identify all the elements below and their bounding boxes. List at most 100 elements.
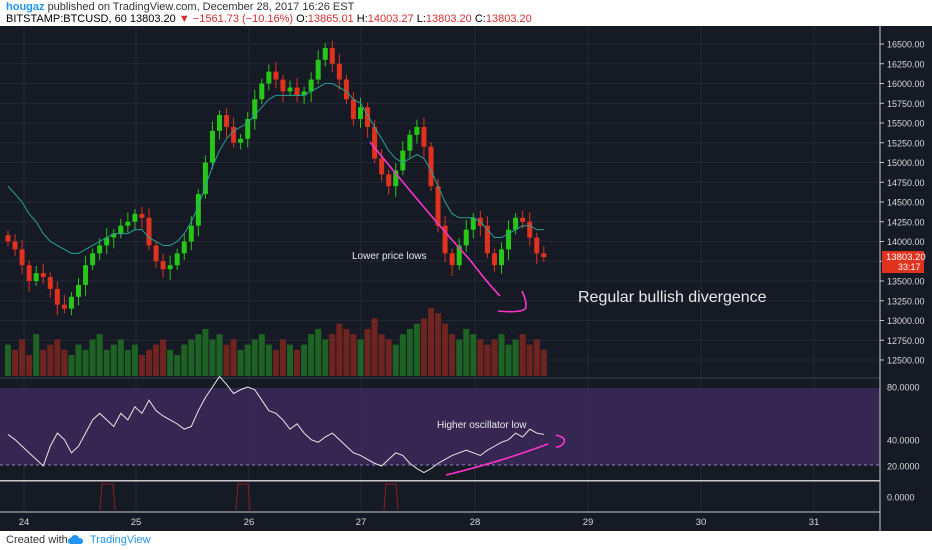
candle-body-6: [47, 277, 53, 289]
volume-bar-71: [505, 344, 512, 376]
annotation-lower-price-lows: Lower price lows: [352, 251, 426, 262]
volume-bar-44: [315, 328, 322, 376]
candle-body-7: [54, 288, 60, 305]
volume-bar-15: [110, 344, 117, 376]
volume-bar-34: [244, 344, 251, 376]
volume-bar-4: [33, 334, 40, 376]
time-axis[interactable]: 24 25 26 27 28 29 30 31: [19, 517, 820, 528]
candle-body-5: [40, 273, 46, 278]
candle-body-32: [231, 126, 237, 143]
volume-bar-56: [399, 334, 406, 376]
candle-body-24: [174, 253, 180, 266]
volume-bar-36: [258, 334, 265, 376]
volume-bar-10: [75, 344, 82, 376]
candle-body-2: [19, 249, 25, 266]
chart-area[interactable]: 16500.00 16250.00 16000.00 15750.00 15500.00…: [0, 26, 932, 531]
candle-body-56: [400, 150, 406, 171]
volume-bar-53: [378, 334, 385, 376]
time-tick-label-7: 31: [809, 517, 820, 528]
volume-bar-54: [385, 339, 392, 376]
volume-bar-43: [308, 334, 315, 376]
time-tick-label-2: 26: [244, 517, 255, 528]
candle-body-59: [421, 126, 427, 147]
candle-body-46: [329, 47, 335, 64]
price-tick-label-2: 16000.00: [887, 79, 925, 89]
price-tick-label-4: 15500.00: [887, 119, 925, 129]
volume-bar-27: [195, 334, 202, 376]
volume-bar-16: [117, 339, 124, 376]
volume-bar-25: [181, 344, 188, 376]
volume-bar-19: [138, 355, 145, 376]
price-change: −1561.73 (−10.16%): [192, 13, 294, 25]
candle-body-39: [280, 79, 286, 92]
candle-body-31: [224, 115, 230, 127]
candle-body-30: [217, 115, 222, 131]
volume-bar-41: [294, 349, 301, 376]
symbol-label[interactable]: BITSTAMP:BTCUSD, 60: [6, 13, 127, 25]
volume-bar-46: [329, 334, 336, 376]
volume-bar-22: [160, 339, 167, 376]
open-value: 13865.01: [307, 13, 354, 25]
chart-svg[interactable]: 16500.00 16250.00 16000.00 15750.00 15500.00…: [0, 26, 932, 531]
high-value: 14003.27: [367, 13, 414, 25]
volume-bar-51: [364, 328, 371, 376]
volume-bar-17: [124, 349, 131, 376]
volume-bar-29: [209, 339, 216, 376]
candle-body-37: [266, 71, 272, 84]
time-tick-label-5: 29: [583, 517, 594, 528]
volume-bar-31: [223, 344, 230, 376]
author-name[interactable]: hougaz: [6, 1, 45, 13]
volume-bar-72: [512, 339, 519, 376]
volume-bar-26: [188, 339, 195, 376]
candle-body-66: [470, 217, 476, 230]
candle-body-58: [414, 126, 420, 135]
price-tick-label-10: 14000.00: [887, 237, 925, 247]
candle-body-61: [435, 186, 441, 226]
volume-bars: [5, 308, 547, 376]
volume-bar-21: [153, 344, 160, 376]
price-axis[interactable]: 16500.00 16250.00 16000.00 15750.00 15500.00…: [880, 40, 925, 366]
candle-body-76: [541, 253, 547, 258]
pane-separator-2: [0, 480, 880, 482]
oscillator-band: [0, 388, 880, 465]
high-label: H:: [356, 13, 368, 25]
last-price-marker: [882, 251, 924, 273]
candle-body-38: [273, 71, 279, 80]
chart-header: hougaz published on TradingView.com, Dec…: [0, 0, 932, 26]
candle-body-9: [68, 296, 74, 309]
volume-bar-33: [237, 349, 244, 376]
candle-body-62: [442, 225, 448, 254]
candle-body-55: [393, 170, 399, 187]
candle-body-15: [111, 233, 117, 238]
bottom-spike-1: [235, 483, 251, 511]
candle-body-19: [139, 213, 145, 218]
candle-body-13: [97, 245, 103, 254]
candle-body-70: [499, 249, 504, 266]
volume-bar-1: [12, 349, 19, 376]
candle-body-28: [202, 162, 208, 195]
volume-bar-61: [435, 313, 442, 376]
volume-bar-24: [174, 355, 181, 376]
volume-bar-18: [131, 344, 138, 376]
candle-body-63: [449, 253, 455, 266]
candle-body-21: [153, 245, 159, 262]
price-tick-label-15: 12750.00: [887, 336, 925, 346]
oscillator-line: [7, 375, 544, 474]
volume-bar-64: [456, 339, 463, 376]
last-price: 13803.20: [129, 13, 176, 25]
tradingview-link[interactable]: TradingView: [90, 534, 151, 546]
candle-body-26: [188, 225, 194, 242]
low-value: 13803.20: [425, 13, 472, 25]
volume-bar-28: [202, 328, 209, 376]
tradingview-cloud-icon: [68, 535, 83, 544]
volume-bar-50: [357, 339, 364, 376]
uptrend-drawing: [445, 443, 549, 476]
oscillator-axis[interactable]: 80.0000 40.0000 20.0000 0.0000: [887, 383, 920, 503]
candle-body-50: [358, 107, 363, 120]
last-price-marker-value: 13803.20: [886, 252, 926, 263]
volume-bar-2: [19, 339, 26, 376]
close-value: 13803.20: [485, 13, 532, 25]
price-tick-label-5: 15250.00: [887, 138, 925, 148]
price-tick-label-1: 16250.00: [887, 59, 925, 69]
